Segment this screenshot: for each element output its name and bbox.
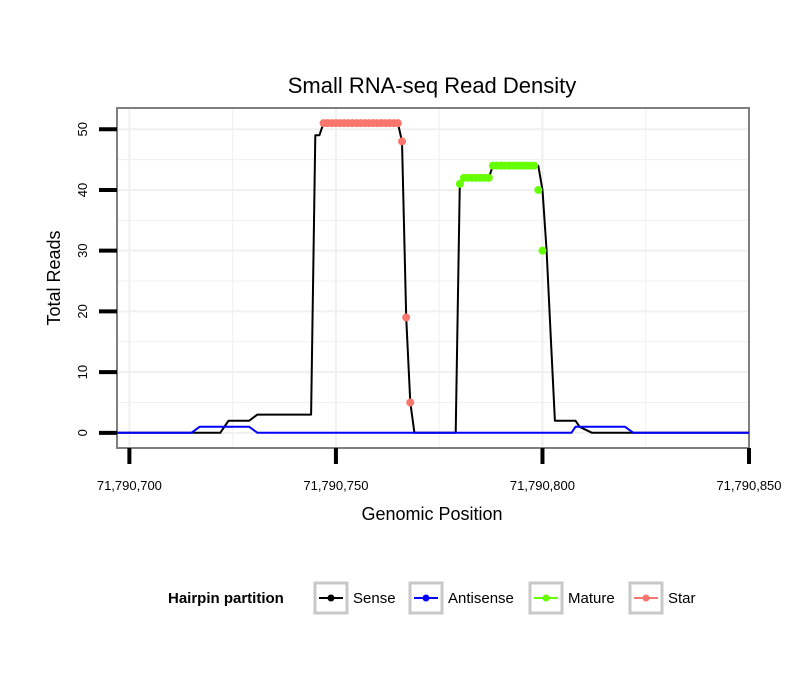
mature-data-point xyxy=(534,185,543,194)
antisense-series-line xyxy=(117,425,749,434)
star-data-point xyxy=(402,313,411,322)
legend-title: Hairpin partition xyxy=(168,590,284,607)
y-tick-label: 20 xyxy=(75,304,90,318)
x-axis-title: Genomic Position xyxy=(361,504,502,524)
x-tick-label: 71,790,700 xyxy=(97,478,162,493)
star-data-point xyxy=(393,119,402,128)
y-tick-label: 50 xyxy=(75,122,90,136)
chart-title: Small RNA-seq Read Density xyxy=(288,73,577,98)
legend: Hairpin partition Sense Antisense Mature Sta… xyxy=(168,581,696,615)
plot-background xyxy=(117,108,749,448)
x-tick-label: 71,790,750 xyxy=(303,478,368,493)
legend-item-star: Star xyxy=(628,581,696,615)
x-tick-label: 71,790,800 xyxy=(510,478,575,493)
legend-label: Antisense xyxy=(448,590,514,607)
y-tick-label: 30 xyxy=(75,243,90,257)
legend-label: Sense xyxy=(353,590,396,607)
mature-data-point xyxy=(538,246,547,255)
legend-key-point xyxy=(422,594,430,602)
legend-key-point xyxy=(327,594,335,602)
star-data-point xyxy=(398,137,407,146)
legend-label: Star xyxy=(668,590,696,607)
mature-data-point xyxy=(455,179,464,188)
series-layer xyxy=(117,119,749,434)
mature-data-point xyxy=(530,161,539,170)
star-tail-data-point xyxy=(406,398,415,407)
legend-key-point xyxy=(642,594,650,602)
mature-data-point xyxy=(484,173,493,182)
legend-item-sense: Sense xyxy=(313,581,396,615)
y-tick-label: 0 xyxy=(75,429,90,436)
y-tick-label: 10 xyxy=(75,365,90,379)
x-tick-label: 71,790,850 xyxy=(716,478,781,493)
y-axis-title: Total Reads xyxy=(44,230,64,325)
legend-item-mature: Mature xyxy=(528,581,615,615)
legend-key-point xyxy=(542,594,550,602)
legend-label: Mature xyxy=(568,590,615,607)
axes-layer: 71,790,700 71,790,750 71,790,800 71,790,850… xyxy=(75,122,782,493)
y-tick-label: 40 xyxy=(75,183,90,197)
plot-border xyxy=(116,107,750,449)
grid-lines xyxy=(117,108,750,448)
legend-item-antisense: Antisense xyxy=(408,581,514,615)
